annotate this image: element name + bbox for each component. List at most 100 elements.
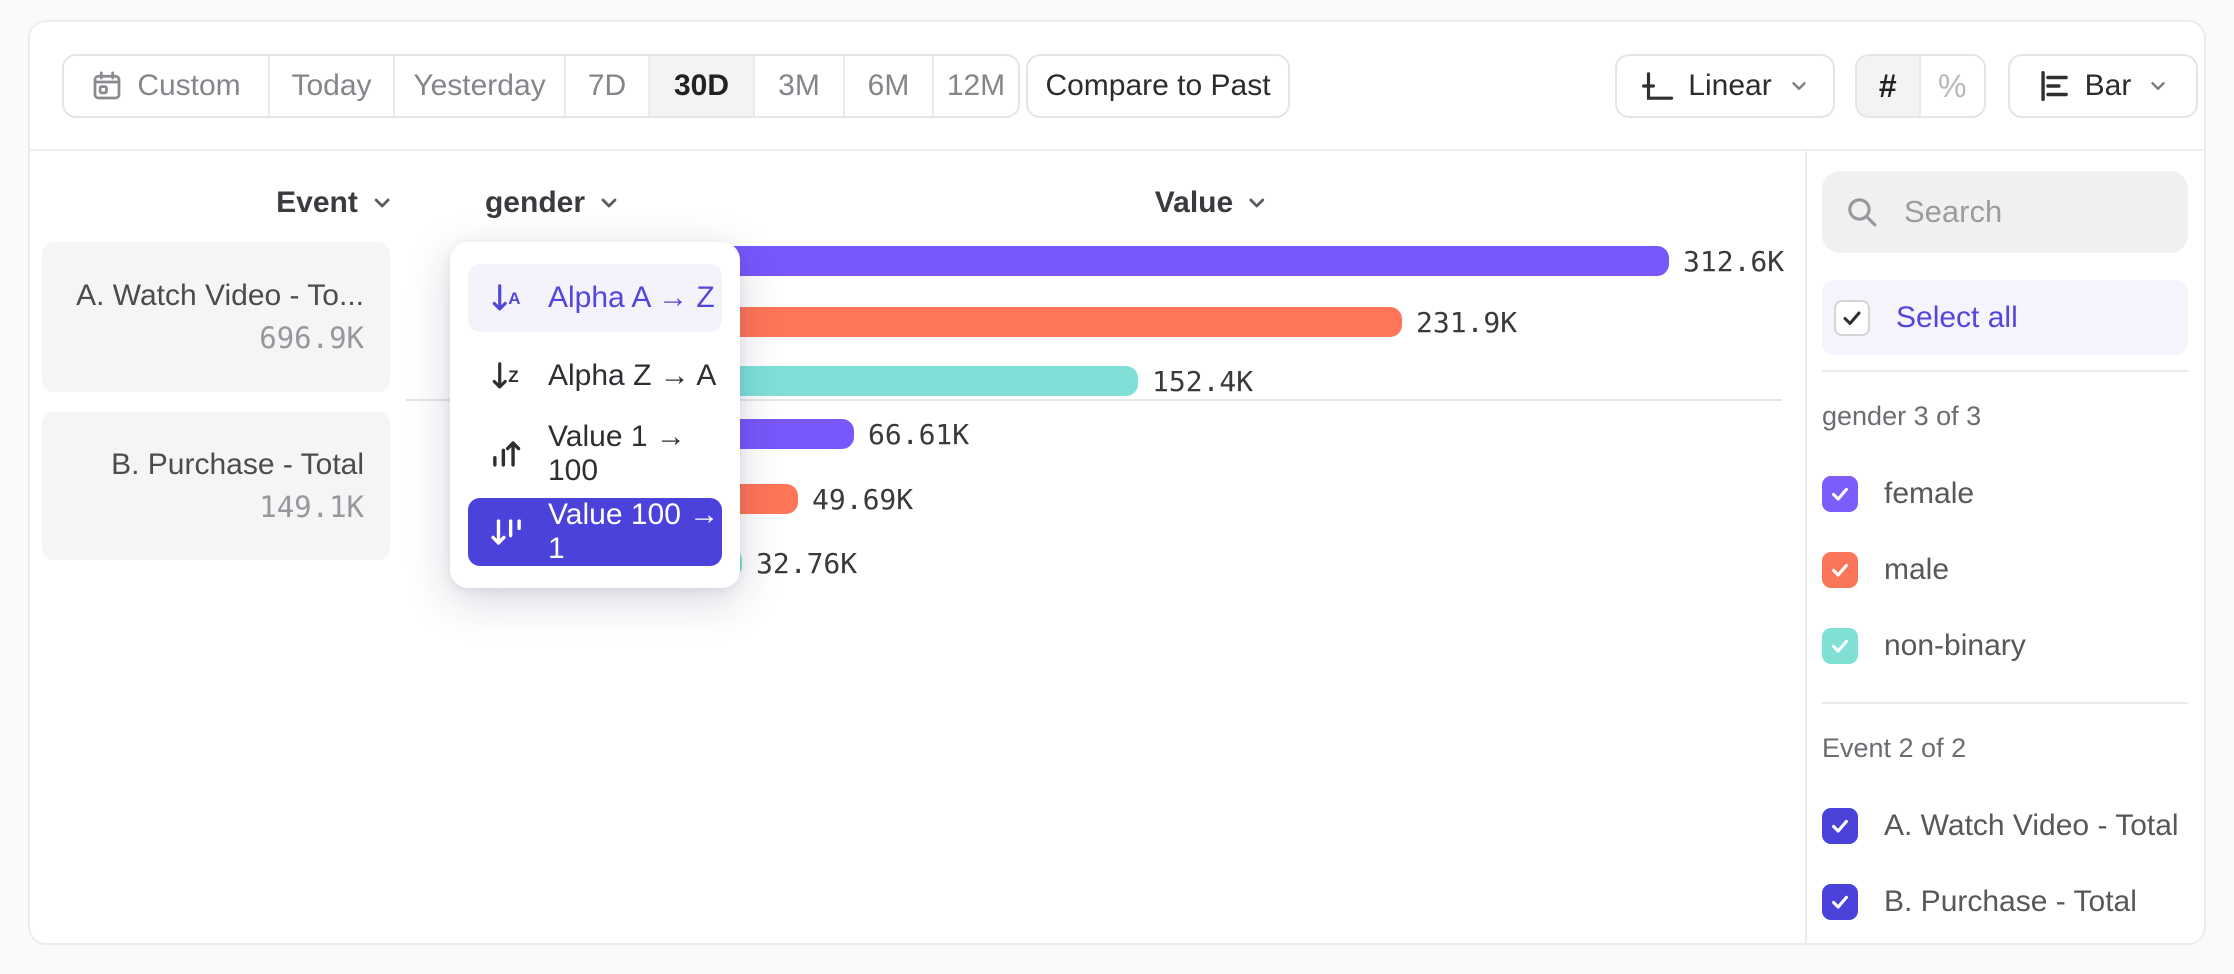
search-icon	[1844, 194, 1880, 230]
filter-label: non-binary	[1884, 629, 2026, 662]
date-range-label: Yesterday	[413, 69, 546, 102]
date-range-label: Today	[291, 69, 372, 102]
chevron-down-icon	[1788, 75, 1810, 97]
chevron-down-icon	[370, 191, 394, 215]
linear-scale-icon	[1640, 69, 1674, 103]
date-range-3m[interactable]: 3M	[755, 56, 845, 116]
bar-value-label: 152.4K	[1152, 365, 1254, 398]
sort-option-alpha-z-a[interactable]: Z Alpha Z → A	[468, 342, 722, 410]
checkbox-checked[interactable]	[1822, 476, 1858, 512]
date-range-7d[interactable]: 7D	[566, 56, 650, 116]
absolute-values-toggle[interactable]: #	[1857, 56, 1921, 116]
legend-group-title: gender 3 of 3	[1822, 401, 1982, 431]
sort-option-label: Value 100 → 1	[548, 498, 720, 565]
date-range-custom[interactable]: Custom	[64, 56, 270, 116]
event-card-a-name: A. Watch Video - To...	[76, 279, 364, 312]
sort-value-desc-icon	[490, 515, 524, 549]
search-input[interactable]	[1902, 193, 2166, 231]
compare-to-past-label: Compare to Past	[1045, 69, 1271, 102]
bar-chart-icon	[2037, 69, 2071, 103]
column-header-breakdown[interactable]: gender	[485, 185, 621, 221]
svg-text:Z: Z	[508, 367, 518, 386]
filter-label: B. Purchase - Total	[1884, 885, 2137, 918]
sort-dropdown-menu: A Alpha A → Z Z Alpha Z → A Value 1 → 100 Val…	[450, 242, 740, 588]
calendar-icon	[91, 70, 123, 102]
date-range-label: Custom	[137, 69, 241, 102]
legend-sidebar: Select all gender 3 of 3 female male non-bi…	[1805, 151, 2206, 943]
chevron-down-icon	[597, 191, 621, 215]
report-card: Custom Today Yesterday 7D 30D 3M 6M 12M Compare…	[28, 20, 2206, 945]
scale-dropdown-button[interactable]: Linear	[1615, 54, 1835, 118]
compare-to-past-button[interactable]: Compare to Past	[1026, 54, 1290, 118]
bar-value-label: 32.76K	[756, 547, 858, 580]
sort-option-label: Alpha Z → A	[548, 359, 717, 392]
chevron-down-icon	[1245, 191, 1269, 215]
chevron-down-icon	[2147, 75, 2169, 97]
sort-option-label: Value 1 → 100	[548, 420, 686, 487]
date-range-label: 30D	[673, 69, 730, 102]
date-range-control: Custom Today Yesterday 7D 30D 3M 6M 12M	[62, 54, 1020, 118]
filter-row-a-watch-video-total[interactable]: A. Watch Video - Total	[1822, 808, 2188, 844]
filter-label: A. Watch Video - Total	[1884, 809, 2179, 842]
filter-row-female[interactable]: female	[1822, 476, 2188, 512]
select-all-row[interactable]: Select all	[1822, 280, 2188, 355]
date-range-label: 6M	[867, 69, 910, 102]
bar-female[interactable]	[633, 246, 1669, 276]
filter-label: female	[1884, 477, 1975, 510]
chart-area: Event gender Value A. Watch Video - To..…	[30, 149, 2204, 943]
bar-value-label: 66.61K	[868, 418, 970, 451]
sort-option-alpha-a-z[interactable]: A Alpha A → Z	[468, 264, 722, 332]
column-header-breakdown-label: gender	[484, 186, 586, 219]
number-format-control: #%	[1855, 54, 1986, 118]
date-range-label: 12M	[946, 69, 1006, 102]
select-all-label: Select all	[1896, 300, 2018, 334]
event-card-b-name: B. Purchase - Total	[111, 448, 364, 481]
sort-option-label: Alpha A → Z	[548, 281, 715, 314]
event-card-b-total: 149.1K	[259, 490, 364, 524]
sort-value-asc-icon	[490, 437, 524, 471]
bar-value-label: 231.9K	[1416, 306, 1518, 339]
bar-value-label: 49.69K	[812, 483, 914, 516]
date-range-30d[interactable]: 30D	[650, 56, 755, 116]
checkbox-checked[interactable]	[1822, 552, 1858, 588]
svg-text:A: A	[508, 289, 520, 308]
date-range-label: 3M	[778, 69, 820, 102]
date-range-label: 7D	[587, 69, 627, 102]
toolbar: Custom Today Yesterday 7D 30D 3M 6M 12M Compare…	[30, 22, 2204, 151]
date-range-6m[interactable]: 6M	[845, 56, 934, 116]
filter-row-male[interactable]: male	[1822, 552, 2188, 588]
sort-option-value-1-100[interactable]: Value 1 → 100	[468, 420, 722, 488]
checkbox-checked[interactable]	[1822, 628, 1858, 664]
event-card-b[interactable]: B. Purchase - Total 149.1K	[42, 412, 390, 560]
column-header-event[interactable]: Event	[276, 185, 394, 221]
sort-alpha-desc-icon: Z	[490, 359, 524, 393]
column-header-event-label: Event	[276, 186, 358, 219]
sidebar-divider	[1822, 370, 2188, 372]
legend-group: gender 3 of 3 female male non-binary	[1822, 370, 2188, 664]
legend-group: Event 2 of 2 A. Watch Video - Total B. Pur…	[1822, 702, 2188, 920]
column-header-value-label: Value	[1154, 186, 1234, 219]
scale-label: Linear	[1688, 69, 1772, 102]
date-range-yesterday[interactable]: Yesterday	[395, 56, 566, 116]
bar-male[interactable]	[633, 307, 1402, 337]
chart-type-label: Bar	[2084, 69, 2132, 102]
sort-option-value-100-1[interactable]: Value 100 → 1	[468, 498, 722, 566]
date-range-12m[interactable]: 12M	[934, 56, 1018, 116]
event-card-a-total: 696.9K	[259, 321, 364, 355]
checkbox-checked[interactable]	[1822, 884, 1858, 920]
chart-type-dropdown-button[interactable]: Bar	[2008, 54, 2198, 118]
filter-row-b-purchase-total[interactable]: B. Purchase - Total	[1822, 884, 2188, 920]
select-all-checkbox[interactable]	[1834, 299, 1870, 336]
legend-group-title: Event 2 of 2	[1822, 733, 1967, 763]
percent-values-toggle[interactable]: %	[1938, 67, 1967, 104]
date-range-today[interactable]: Today	[270, 56, 395, 116]
checkbox-checked[interactable]	[1822, 808, 1858, 844]
column-header-value[interactable]: Value	[1155, 185, 1269, 221]
bar-value-label: 312.6K	[1683, 245, 1785, 278]
filter-row-non-binary[interactable]: non-binary	[1822, 628, 2188, 664]
filter-label: male	[1884, 553, 1950, 586]
search-box[interactable]	[1822, 171, 2188, 253]
sort-alpha-asc-icon: A	[490, 281, 524, 315]
event-group-divider	[406, 399, 1782, 401]
event-card-a[interactable]: A. Watch Video - To... 696.9K	[42, 242, 390, 392]
